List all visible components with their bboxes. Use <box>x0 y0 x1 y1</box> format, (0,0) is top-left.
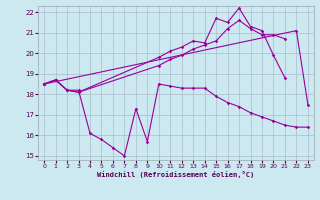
X-axis label: Windchill (Refroidissement éolien,°C): Windchill (Refroidissement éolien,°C) <box>97 171 255 178</box>
